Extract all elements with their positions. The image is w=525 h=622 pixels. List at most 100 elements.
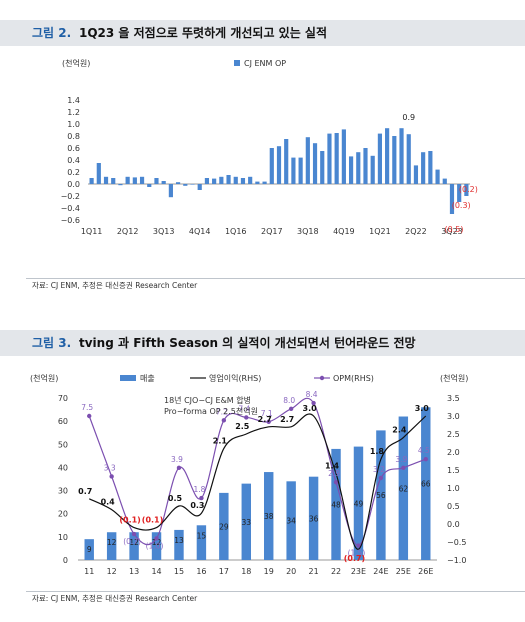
opm-point — [244, 415, 249, 420]
x-tick-label: 2Q17 — [261, 227, 283, 236]
opm-label: 3.9 — [395, 455, 407, 464]
bar — [276, 146, 282, 184]
opm-point — [176, 465, 182, 471]
bar-value-label: 12 — [107, 538, 117, 547]
right-tick-label: 2.0 — [447, 448, 460, 457]
op-label: 2.7 — [258, 415, 272, 424]
bar — [341, 129, 346, 184]
opm-label: 8.4 — [306, 390, 318, 399]
right-tick-label: 1.5 — [447, 466, 460, 475]
bar — [435, 169, 440, 184]
opm-point — [87, 413, 92, 419]
left-axis-unit: (천억원) — [30, 373, 58, 383]
bar-value-label: 34 — [286, 517, 296, 526]
figure2-title-number: 그림 2. — [32, 26, 72, 40]
figure3-chart: (천억원) (천억원) 매출 영업이익(RHS) OPM(RHS) 70 60 50 40 30 2… — [30, 373, 468, 576]
bar-value-label: 48 — [331, 500, 341, 509]
bar — [233, 176, 238, 184]
legend-marker — [319, 375, 325, 381]
opm-point — [199, 495, 204, 501]
x-tick-label: 2Q22 — [405, 227, 427, 236]
opm-label: (1.0) — [146, 541, 164, 550]
bar — [421, 407, 431, 560]
bar — [334, 133, 339, 184]
op-label: 2.5 — [235, 422, 250, 431]
op-label: 3.0 — [415, 404, 430, 413]
bar — [161, 181, 166, 184]
left-tick-label: 0 — [63, 556, 68, 565]
x-tick-label: 3Q23 — [441, 227, 463, 236]
figure3-source: 자료: CJ ENM, 추정은 대신증권 Research Center — [32, 594, 198, 603]
bar — [262, 181, 267, 184]
bar — [370, 155, 375, 184]
bar — [308, 476, 319, 560]
op-label: 2.1 — [213, 436, 228, 445]
x-tick-label: 1Q21 — [369, 227, 391, 236]
right-tick-label: 0.5 — [447, 502, 460, 511]
x-tick-label: 1Q11 — [81, 227, 103, 236]
legend-label: 매출 — [140, 373, 155, 383]
figure3-title-text: tving 과 Fifth Season 의 실적이 개선되면서 턴어라운드 전… — [79, 336, 416, 350]
bar — [197, 184, 202, 190]
x-tick-label: 4Q19 — [333, 227, 355, 236]
bar-value-label: 66 — [421, 480, 431, 489]
data-label: (0.5) — [444, 225, 463, 234]
bar — [106, 532, 117, 560]
op-label: 2.4 — [392, 426, 407, 435]
x-tick-label: 3Q18 — [297, 227, 319, 236]
y-tick-label: −0.4 — [61, 204, 80, 213]
bar — [84, 539, 94, 560]
left-tick-label: 20 — [58, 510, 68, 519]
bar — [464, 184, 469, 196]
figure2-source: 자료: CJ ENM, 추정은 대신증권 Research Center — [32, 281, 198, 290]
x-tick-label: 12 — [107, 567, 117, 576]
figure2-title-text: 1Q23 을 저점으로 뚜렷하게 개선되고 있는 실적 — [79, 26, 327, 40]
data-label: 0.9 — [402, 113, 415, 122]
x-tick-label: 1Q16 — [225, 227, 247, 236]
y-tick-label: 0.4 — [67, 156, 80, 165]
opm-label: 3.9 — [171, 455, 183, 464]
right-tick-label: 2.5 — [447, 430, 460, 439]
opm-label: (1.5) — [348, 549, 366, 558]
bar — [255, 181, 260, 184]
bar — [204, 178, 210, 184]
bar — [269, 148, 274, 184]
bar — [103, 176, 109, 184]
y-tick-label: −0.2 — [61, 192, 80, 201]
bar — [413, 165, 419, 184]
opm-point — [154, 536, 159, 541]
y-tick-label: 1.0 — [67, 120, 80, 129]
x-tick-label: 21 — [309, 567, 319, 576]
op-line — [88, 413, 427, 550]
bar — [327, 133, 332, 184]
bar — [406, 134, 411, 184]
left-tick-label: 10 — [58, 533, 68, 542]
bar-value-label: 49 — [354, 499, 364, 508]
bar — [376, 430, 386, 560]
bar — [286, 481, 296, 560]
data-label: (0.2) — [459, 185, 478, 194]
bar — [320, 151, 325, 184]
bar — [240, 178, 246, 184]
legend-label: CJ ENM OP — [244, 59, 286, 68]
bar — [442, 178, 447, 184]
x-tick-label: 20 — [286, 567, 296, 576]
left-tick-label: 30 — [58, 487, 68, 496]
opm-label: 7.1 — [261, 409, 273, 418]
bar — [154, 178, 159, 184]
opm-label: 1.8 — [193, 485, 205, 494]
x-tick-label: 2Q12 — [117, 227, 139, 236]
bar — [219, 176, 224, 184]
bar — [226, 175, 231, 184]
y-tick-label: 0.8 — [67, 132, 80, 141]
right-axis-unit: (천억원) — [440, 373, 468, 383]
op-label: 2.7 — [280, 415, 294, 424]
opm-label: 2.9 — [328, 469, 340, 478]
bar — [212, 178, 217, 184]
bar — [168, 184, 173, 198]
opm-point — [311, 400, 316, 406]
bar — [147, 184, 152, 187]
opm-point — [131, 531, 137, 537]
bar — [174, 529, 184, 560]
bar — [353, 446, 364, 560]
